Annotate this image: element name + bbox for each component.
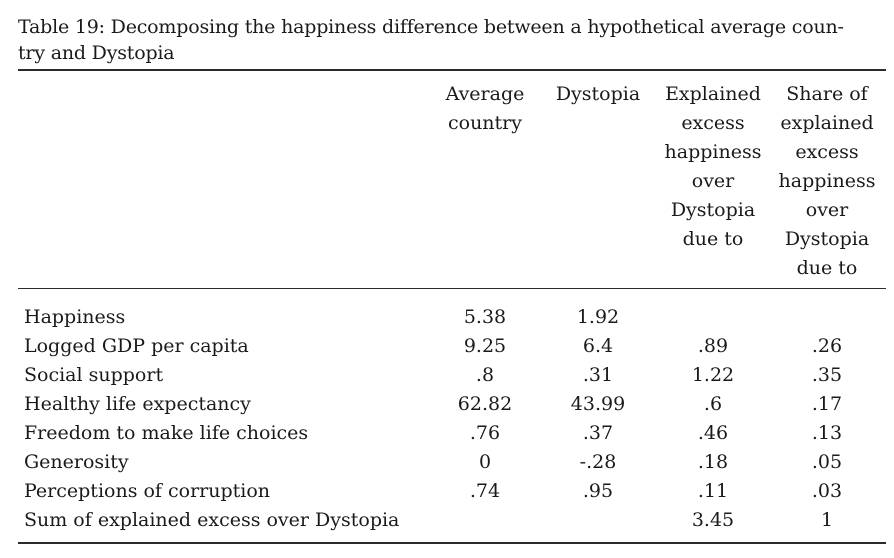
row-label: Sum of explained excess over Dystopia (24, 509, 400, 531)
header-text: excess (795, 141, 859, 163)
cell-explained: .46 (697, 422, 729, 444)
cell-dystopia: -.28 (579, 451, 617, 473)
cell-share: .05 (811, 451, 843, 473)
cell-share: .26 (811, 335, 843, 357)
table-row: Perceptions of corruption .74 .95 .11 .0… (0, 477, 894, 506)
cell-explained: .89 (697, 335, 729, 357)
header-text: due to (796, 257, 858, 279)
table-row: Freedom to make life choices .76 .37 .46… (0, 419, 894, 448)
table-row: Generosity 0 -.28 .18 .05 (0, 448, 894, 477)
cell-share: .13 (811, 422, 843, 444)
cell-dystopia: .95 (582, 480, 614, 502)
header-text: over (805, 199, 849, 221)
header-text: country (447, 112, 522, 134)
cell-share: 1 (820, 509, 834, 531)
table-caption: Table 19: Decomposing the happiness diff… (18, 14, 886, 66)
row-label: Perceptions of corruption (24, 480, 271, 502)
cell-share: .03 (811, 480, 843, 502)
top-rule (18, 69, 886, 71)
header-share-explained: Share of explained excess happiness over… (767, 80, 887, 283)
cell-dystopia: .37 (582, 422, 614, 444)
header-text: Dystopia (555, 83, 641, 105)
header-text: Share of (786, 83, 868, 105)
cell-average: .74 (469, 480, 501, 502)
cell-share: .17 (811, 393, 843, 415)
header-text: over (691, 170, 735, 192)
header-text: Average (445, 83, 525, 105)
row-label: Logged GDP per capita (24, 335, 249, 357)
header-explained-excess: Explained excess happiness over Dystopia… (653, 80, 773, 254)
caption-line-1: Table 19: Decomposing the happiness diff… (18, 16, 844, 38)
header-text: Dystopia (670, 199, 756, 221)
table-row: Sum of explained excess over Dystopia 3.… (0, 506, 894, 535)
header-rule (18, 288, 886, 289)
header-text: Explained (665, 83, 761, 105)
cell-average: 0 (478, 451, 492, 473)
bottom-rule (18, 542, 886, 544)
header-text: explained (780, 112, 874, 134)
cell-average: 9.25 (463, 335, 507, 357)
header-average-country: Average country (425, 80, 545, 138)
cell-explained: .18 (697, 451, 729, 473)
header-text: excess (681, 112, 745, 134)
cell-average: 5.38 (463, 306, 507, 328)
table-row: Healthy life expectancy 62.82 43.99 .6 .… (0, 390, 894, 419)
cell-average: 62.82 (457, 393, 513, 415)
cell-dystopia: .31 (582, 364, 614, 386)
table-row: Logged GDP per capita 9.25 6.4 .89 .26 (0, 332, 894, 361)
table-row: Social support .8 .31 1.22 .35 (0, 361, 894, 390)
row-label: Social support (24, 364, 164, 386)
caption-line-2: try and Dystopia (18, 42, 175, 64)
cell-share: .35 (811, 364, 843, 386)
table-row: Happiness 5.38 1.92 (0, 303, 894, 332)
cell-explained: .6 (703, 393, 723, 415)
cell-dystopia: 43.99 (570, 393, 626, 415)
cell-dystopia: 1.92 (576, 306, 620, 328)
header-text: Dystopia (784, 228, 870, 250)
cell-dystopia: 6.4 (582, 335, 614, 357)
header-text: happiness (778, 170, 876, 192)
cell-average: .8 (475, 364, 495, 386)
row-label: Happiness (24, 306, 126, 328)
row-label: Healthy life expectancy (24, 393, 251, 415)
row-label: Generosity (24, 451, 129, 473)
cell-explained: 1.22 (691, 364, 735, 386)
header-text: due to (682, 228, 744, 250)
cell-average: .76 (469, 422, 501, 444)
header-dystopia: Dystopia (538, 80, 658, 109)
row-label: Freedom to make life choices (24, 422, 309, 444)
cell-explained: 3.45 (691, 509, 735, 531)
cell-explained: .11 (697, 480, 729, 502)
header-text: happiness (664, 141, 762, 163)
